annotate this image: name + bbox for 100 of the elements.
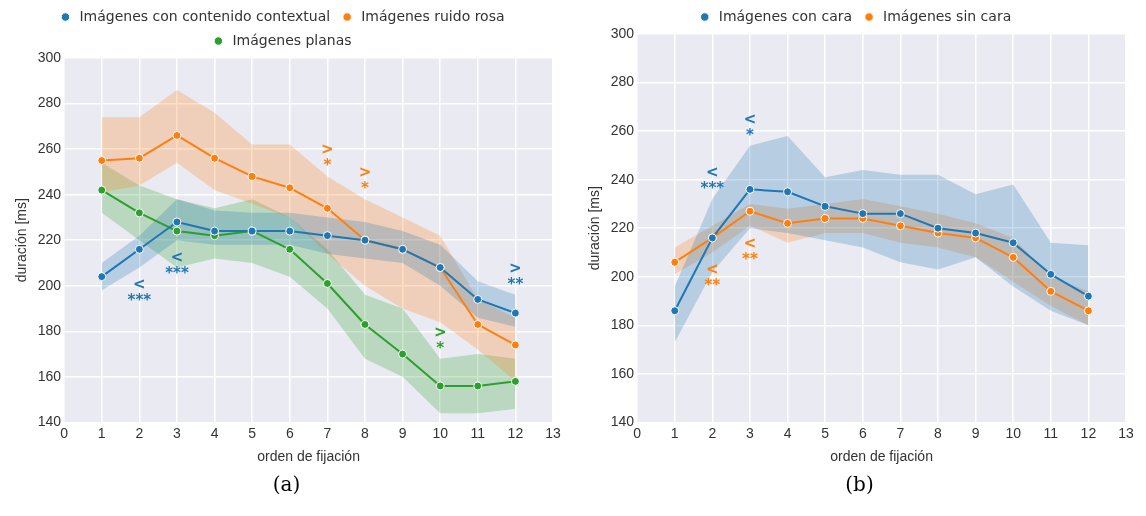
x-axis-title: orden de fijación xyxy=(830,448,933,465)
point xyxy=(360,319,370,329)
y-tick-label: 160 xyxy=(37,367,62,384)
x-tick-label: 0 xyxy=(633,424,642,441)
point xyxy=(134,244,144,254)
point xyxy=(97,155,107,165)
point xyxy=(745,206,755,216)
x-tick-label: 12 xyxy=(507,424,524,441)
legend-label: Imágenes planas xyxy=(232,31,352,48)
x-tick-label: 8 xyxy=(361,424,370,441)
x-tick-label: 4 xyxy=(210,424,219,441)
x-tick-label: 2 xyxy=(708,424,717,441)
point xyxy=(1008,238,1018,248)
point xyxy=(172,226,182,236)
y-tick-label: 220 xyxy=(37,231,62,248)
annotation: > * xyxy=(433,322,447,357)
point xyxy=(820,201,830,211)
x-tick-label: 3 xyxy=(173,424,182,441)
x-tick-label: 13 xyxy=(545,424,561,441)
y-tick-label: 260 xyxy=(610,121,635,138)
y-tick-label: 300 xyxy=(610,24,635,41)
point xyxy=(1046,269,1056,279)
point xyxy=(783,218,793,228)
point xyxy=(473,294,483,304)
point xyxy=(895,221,905,231)
y-tick-label: 180 xyxy=(610,316,635,333)
annotation: < ** xyxy=(704,260,721,295)
legend-label: Imágenes ruido rosa xyxy=(361,7,505,24)
point xyxy=(858,209,868,219)
point xyxy=(285,183,295,193)
y-tick-label: 300 xyxy=(37,48,62,65)
x-tick-label: 6 xyxy=(858,424,867,441)
annotation: > ** xyxy=(507,258,524,293)
x-tick-label: 13 xyxy=(1118,424,1134,441)
x-tick-label: 12 xyxy=(1080,424,1097,441)
x-tick-label: 2 xyxy=(135,424,144,441)
x-tick-label: 7 xyxy=(323,424,332,441)
point xyxy=(1008,252,1018,262)
point xyxy=(285,244,295,254)
y-tick-label: 220 xyxy=(610,219,635,236)
point xyxy=(172,217,182,227)
x-tick-label: 10 xyxy=(1005,424,1022,441)
x-tick-label: 5 xyxy=(821,424,830,441)
point xyxy=(1083,291,1093,301)
text: (b) xyxy=(844,472,875,496)
point xyxy=(745,184,755,194)
annotation: < *** xyxy=(700,162,725,197)
point xyxy=(172,130,182,140)
point xyxy=(322,203,332,213)
point xyxy=(210,153,220,163)
point xyxy=(670,306,680,316)
y-tick-label: 140 xyxy=(610,413,635,430)
y-tick-label: 140 xyxy=(37,413,62,430)
point xyxy=(435,381,445,391)
text: (a) xyxy=(271,472,302,496)
y-tick-label: 240 xyxy=(610,170,635,187)
x-tick-label: 7 xyxy=(896,424,905,441)
point xyxy=(510,376,520,386)
y-axis-title: duración [ms] xyxy=(586,186,603,271)
point xyxy=(398,349,408,359)
point xyxy=(510,340,520,350)
y-axis-title: duración [ms] xyxy=(13,198,30,283)
y-tick-label: 160 xyxy=(610,364,635,381)
x-tick-label: 9 xyxy=(971,424,980,441)
point xyxy=(971,228,981,238)
y-tick-label: 240 xyxy=(37,185,62,202)
x-tick-label: 8 xyxy=(934,424,943,441)
point xyxy=(473,319,483,329)
x-tick-label: 0 xyxy=(60,424,69,441)
annotation: < * xyxy=(743,109,757,144)
point xyxy=(820,213,830,223)
annotation: > * xyxy=(321,140,334,175)
x-tick-label: 10 xyxy=(432,424,449,441)
legend-label: Imágenes sin cara xyxy=(883,7,1012,24)
x-tick-label: 1 xyxy=(670,424,679,441)
x-tick-label: 5 xyxy=(248,424,257,441)
x-tick-label: 1 xyxy=(97,424,106,441)
point xyxy=(510,308,520,318)
x-tick-label: 3 xyxy=(746,424,755,441)
annotation: < *** xyxy=(165,248,189,283)
point xyxy=(134,208,144,218)
point xyxy=(322,278,332,288)
point xyxy=(134,153,144,163)
annotation: > * xyxy=(358,163,372,198)
point xyxy=(895,209,905,219)
point xyxy=(473,381,483,391)
point xyxy=(285,226,295,236)
point xyxy=(783,187,793,197)
point xyxy=(210,226,220,236)
x-axis-title: orden de fijación xyxy=(257,448,360,465)
y-tick-label: 260 xyxy=(37,139,62,156)
point xyxy=(97,185,107,195)
point xyxy=(247,171,257,181)
y-tick-label: 280 xyxy=(37,94,62,111)
x-tick-label: 6 xyxy=(285,424,294,441)
annotation: < *** xyxy=(127,275,152,310)
point xyxy=(1083,306,1093,316)
y-tick-label: 280 xyxy=(610,73,635,90)
x-tick-label: 9 xyxy=(398,424,407,441)
point xyxy=(670,257,680,267)
